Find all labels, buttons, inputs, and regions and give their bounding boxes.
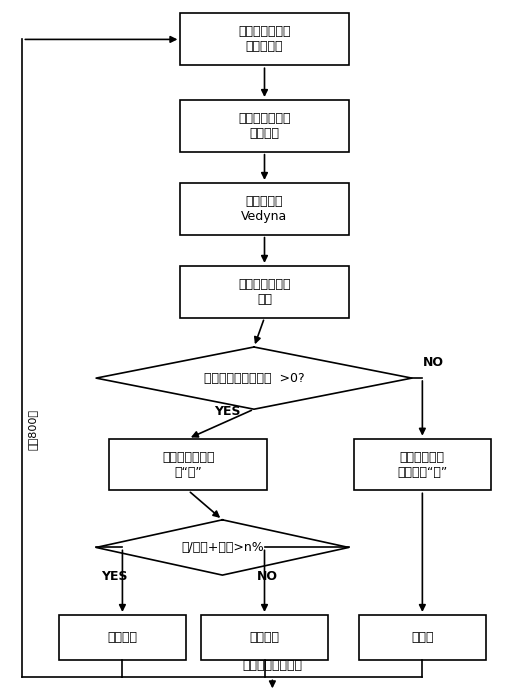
Text: YES: YES [101, 570, 128, 584]
Polygon shape [96, 347, 412, 409]
Text: 存储数据作轨迹
相图: 存储数据作轨迹 相图 [238, 278, 291, 305]
Text: 时滞参数作用于
延迟模块: 时滞参数作用于 延迟模块 [238, 112, 291, 139]
FancyBboxPatch shape [180, 266, 349, 318]
Text: 不稳定域: 不稳定域 [107, 631, 138, 644]
Text: 稳定域: 稳定域 [411, 631, 434, 644]
FancyBboxPatch shape [180, 100, 349, 152]
Text: 至此完成一次判稳: 至此完成一次判稳 [242, 659, 303, 672]
Text: 稳定边界与相图交点  >0?: 稳定边界与相图交点 >0? [204, 371, 304, 384]
Text: 坏/（坏+好）>n%: 坏/（坏+好）>n% [181, 541, 264, 554]
Text: 相轨迹曲线稳
定，记为“好”: 相轨迹曲线稳 定，记为“好” [397, 450, 448, 478]
FancyBboxPatch shape [180, 183, 349, 235]
Text: 循环800次: 循环800次 [28, 409, 38, 450]
FancyBboxPatch shape [59, 615, 186, 660]
FancyBboxPatch shape [359, 615, 486, 660]
FancyBboxPatch shape [110, 439, 267, 491]
FancyBboxPatch shape [202, 615, 327, 660]
Text: NO: NO [257, 570, 278, 584]
FancyBboxPatch shape [354, 439, 491, 491]
Polygon shape [96, 520, 349, 575]
Text: 相图不稳定，记
为“坏”: 相图不稳定，记 为“坏” [162, 450, 214, 478]
Text: 过渡区域: 过渡区域 [250, 631, 279, 644]
Text: NO: NO [422, 356, 443, 369]
Text: 随机算法生成随
机时滞参数: 随机算法生成随 机时滞参数 [238, 26, 291, 53]
FancyBboxPatch shape [180, 13, 349, 65]
Text: 调用控制器
Vedyna: 调用控制器 Vedyna [241, 195, 288, 223]
Text: YES: YES [214, 405, 241, 418]
